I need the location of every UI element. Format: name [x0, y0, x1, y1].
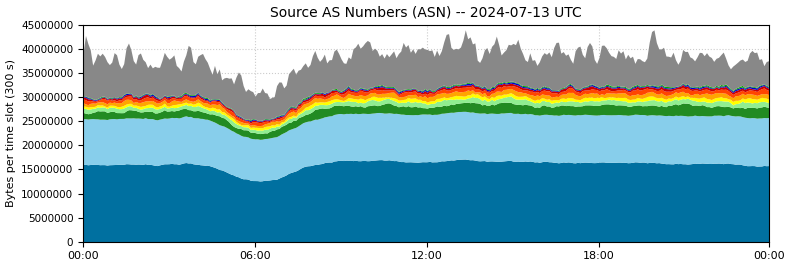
Y-axis label: Bytes per time slot (300 s): Bytes per time slot (300 s) [6, 59, 16, 207]
Title: Source AS Numbers (ASN) -- 2024-07-13 UTC: Source AS Numbers (ASN) -- 2024-07-13 UT… [270, 6, 581, 19]
